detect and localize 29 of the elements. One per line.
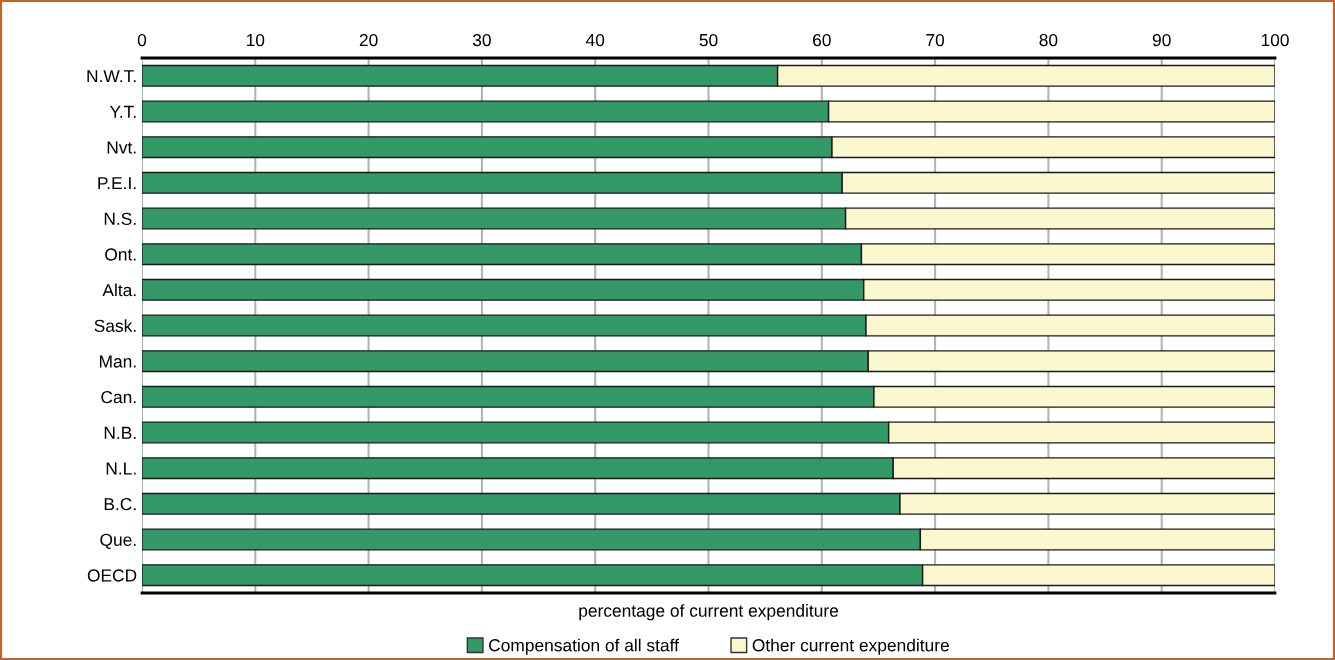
x-tick-label: 10 [246,33,265,47]
y-tick-label: N.S. [104,212,136,225]
x-tick-label: 40 [585,33,605,47]
x-tick-label: 100 [1261,33,1289,47]
x-axis-title: percentage of current expenditure [579,604,839,621]
y-tick-label: Ont. [105,248,136,261]
y-tick-label: B.C. [104,498,136,511]
x-tick-label: 70 [926,33,945,47]
y-tick-label: Sask. [94,319,136,332]
y-tick-label: N.W.T. [87,70,136,83]
y-tick-label: Y.T. [109,105,136,118]
x-tick-label: 20 [359,33,378,47]
y-tick-label: Man. [99,355,136,368]
y-tick-label: N.B. [104,426,136,439]
x-tick-label: 0 [137,33,147,47]
x-tick-label: 90 [1152,33,1171,47]
y-tick-label: OECD [87,569,137,582]
x-tick-label: 30 [472,33,491,47]
y-tick-label: Can. [101,391,136,404]
y-tick-label: N.L. [106,462,136,475]
y-tick-label: P.E.I. [98,177,136,190]
legend-label: Compensation of all staff [489,638,679,655]
y-tick-label: Alta. [102,283,136,297]
y-tick-label: Nvt. [107,141,136,154]
x-tick-label: 80 [1039,33,1058,47]
x-tick-label: 60 [813,33,831,47]
x-tick-label: 50 [699,33,718,47]
y-tick-label: Que. [100,533,136,550]
legend-label: Other current expenditure [752,638,949,655]
